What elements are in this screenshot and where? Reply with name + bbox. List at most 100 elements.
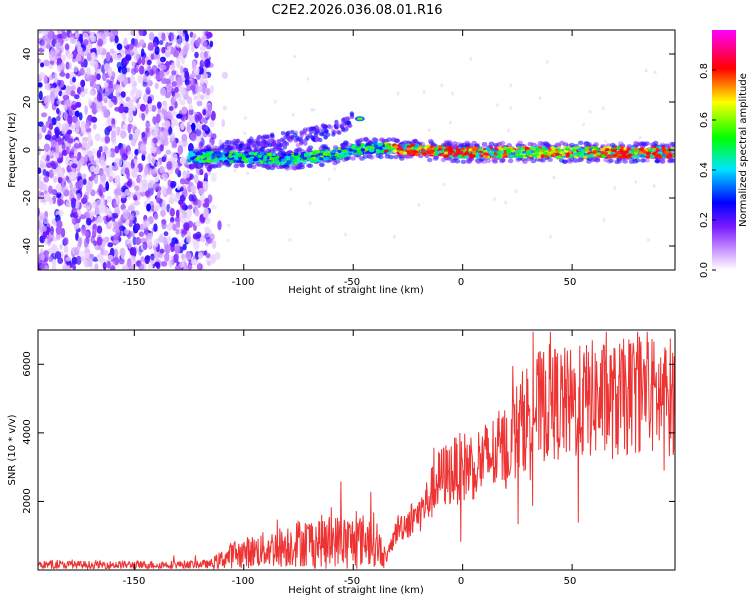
heatmap-cell	[153, 42, 158, 48]
heatmap-cell	[71, 256, 78, 265]
heatmap-cell	[91, 116, 98, 123]
heatmap-cell	[153, 212, 159, 220]
heatmap-cell	[109, 87, 115, 94]
heatmap-cell	[97, 102, 102, 113]
heatmap-cell	[60, 54, 66, 62]
heatmap-cell	[267, 153, 273, 157]
heatmap-cell	[132, 236, 137, 246]
heatmap-cell	[176, 221, 181, 229]
heatmap-cell	[604, 139, 608, 144]
heatmap-cell	[97, 38, 104, 47]
heatmap-cell	[81, 197, 88, 204]
heatmap-cell	[633, 140, 639, 146]
heatmap-cell	[133, 67, 139, 73]
heatmap-cell	[130, 30, 135, 36]
heatmap-cell	[84, 87, 89, 95]
heatmap-cell	[291, 113, 295, 117]
heatmap-cell	[48, 49, 55, 60]
heatmap-cell	[306, 77, 310, 81]
heatmap-cell	[234, 140, 239, 146]
heatmap-cell	[174, 239, 179, 245]
heatmap-cell	[582, 122, 586, 127]
heatmap-cell	[179, 213, 186, 224]
heatmap-cell	[87, 134, 92, 144]
heatmap-cell	[493, 142, 499, 148]
heatmap-cell	[269, 165, 276, 171]
heatmap-cell	[507, 158, 514, 164]
heatmap-cell	[183, 222, 190, 231]
heatmap-cell	[538, 96, 542, 100]
heatmap-cell	[326, 150, 332, 154]
heatmap-cell	[204, 58, 211, 68]
heatmap-cell	[221, 71, 229, 79]
heatmap-cell	[106, 195, 112, 203]
heatmap-cell	[46, 236, 52, 247]
heatmap-cell	[349, 114, 355, 120]
heatmap-cell	[69, 182, 73, 190]
heatmap-cell	[296, 165, 303, 170]
heatmap-cell	[310, 136, 316, 141]
heatmap-cell	[427, 128, 431, 132]
heatmap-cell	[168, 197, 175, 205]
heatmap-cell	[142, 241, 148, 251]
heatmap-cell	[172, 119, 178, 126]
heatmap-cell	[191, 60, 197, 70]
heatmap-cell	[218, 145, 224, 151]
heatmap-cell	[192, 197, 199, 206]
heatmap-cell	[547, 157, 553, 162]
heatmap-cell	[99, 167, 104, 177]
heatmap-cell	[166, 223, 172, 231]
heatmap-cell	[94, 133, 101, 142]
heatmap-cell	[86, 150, 93, 159]
heatmap-cell	[204, 216, 211, 225]
heatmap-cell	[345, 153, 350, 157]
heatmap-cell	[65, 146, 70, 155]
heatmap-cell	[573, 152, 578, 156]
heatmap-cell	[157, 31, 162, 41]
heatmap-cell	[168, 126, 173, 135]
heatmap-cell	[59, 71, 66, 77]
heatmap-cell	[185, 252, 192, 260]
heatmap-cell	[47, 30, 54, 40]
heatmap-cell	[196, 100, 203, 107]
heatmap-cell	[344, 116, 349, 121]
spectrogram-marks	[38, 30, 675, 270]
heatmap-cell	[66, 264, 71, 270]
heatmap-cell	[180, 86, 187, 96]
heatmap-cell	[108, 175, 114, 183]
heatmap-cell	[192, 164, 199, 169]
heatmap-cell	[193, 204, 199, 211]
heatmap-cell	[114, 174, 121, 185]
heatmap-cell	[55, 41, 61, 50]
heatmap-cell	[628, 159, 635, 164]
heatmap-cell	[179, 31, 186, 42]
heatmap-cell	[181, 229, 188, 235]
heatmap-cell	[144, 220, 151, 227]
heatmap-cell	[38, 82, 43, 88]
heatmap-cell	[140, 48, 145, 58]
heatmap-cell	[148, 103, 153, 112]
heatmap-cell	[321, 123, 326, 128]
heatmap-cell	[75, 255, 82, 266]
heatmap-cell	[54, 251, 62, 260]
heatmap-cell	[195, 128, 202, 137]
heatmap-cell	[50, 162, 57, 170]
heatmap-cell	[222, 105, 227, 111]
heatmap-cell	[365, 142, 371, 147]
heatmap-cell	[443, 151, 449, 155]
heatmap-cell	[302, 160, 307, 165]
heatmap-cell	[191, 122, 196, 131]
heatmap-cell	[72, 115, 78, 124]
heatmap-cell	[601, 106, 605, 111]
heatmap-cell	[426, 157, 433, 163]
heatmap-cell	[120, 250, 125, 260]
heatmap-cell	[113, 248, 119, 259]
heatmap-cell	[113, 239, 120, 245]
heatmap-cell	[198, 181, 204, 188]
heatmap-cell	[154, 82, 159, 90]
heatmap-cell	[452, 141, 458, 146]
heatmap-cell	[193, 174, 199, 184]
heatmap-cell	[170, 62, 176, 71]
heatmap-cell	[171, 81, 178, 87]
heatmap-cell	[364, 147, 369, 151]
